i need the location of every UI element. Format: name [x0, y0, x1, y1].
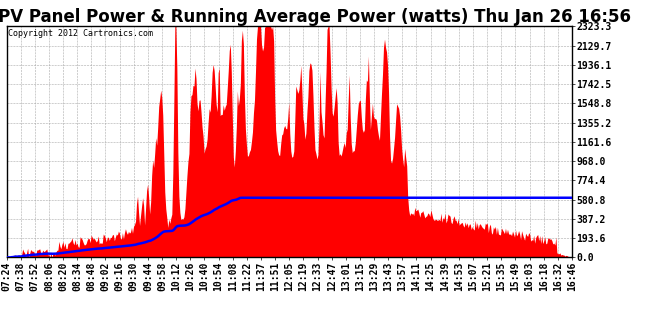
Text: Copyright 2012 Cartronics.com: Copyright 2012 Cartronics.com [8, 29, 153, 38]
Title: Total PV Panel Power & Running Average Power (watts) Thu Jan 26 16:56: Total PV Panel Power & Running Average P… [0, 8, 631, 26]
